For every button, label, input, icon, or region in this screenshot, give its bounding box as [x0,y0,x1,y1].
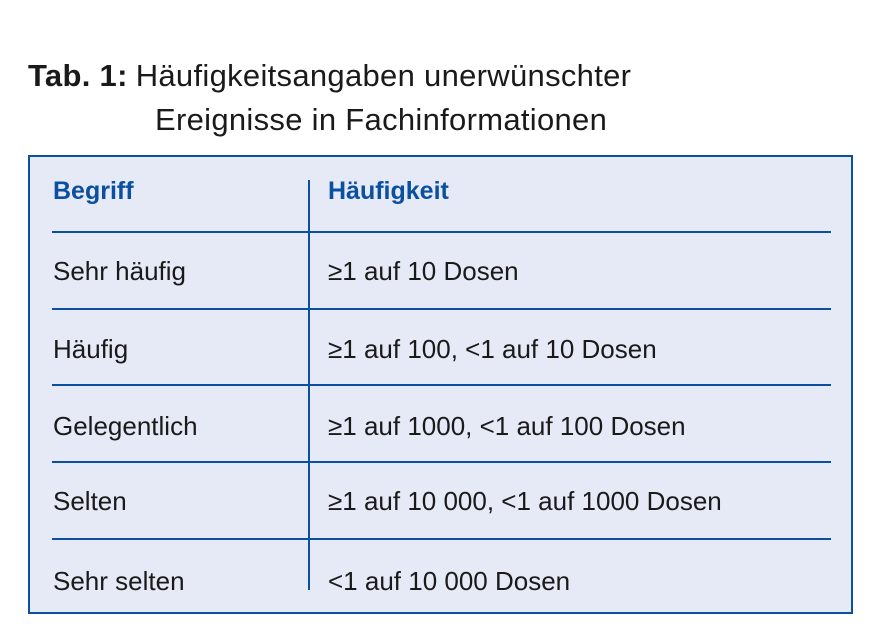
row-divider [52,461,831,463]
table-row-frequency: ≥1 auf 10 Dosen [328,256,519,286]
table-row-frequency: ≥1 auf 1000, <1 auf 100 Dosen [328,411,686,441]
table-title: Tab. 1: Häufigkeitsangaben unerwünschter [28,54,631,98]
table-row-frequency: <1 auf 10 000 Dosen [328,566,571,596]
table-row-term: Selten [53,486,127,516]
table-label: Tab. 1: [28,58,128,93]
row-divider [52,384,831,386]
header-begriff: Begriff [53,177,134,205]
table-row-frequency: ≥1 auf 100, <1 auf 10 Dosen [328,334,657,364]
header-haeufigkeit: Häufigkeit [328,177,449,205]
title-line-2: Ereignisse in Fachinformationen [155,102,608,137]
table-row-term: Gelegentlich [53,411,198,441]
table-row-term: Sehr selten [53,566,185,596]
row-divider [52,538,831,540]
table-row-term: Häufig [53,334,129,364]
title-line-1: Häufigkeitsangaben unerwünschter [135,58,632,93]
row-divider [52,231,831,233]
table-row-term: Sehr häufig [53,256,186,286]
table-row-frequency: ≥1 auf 10 000, <1 auf 1000 Dosen [328,486,722,516]
row-divider [52,308,831,310]
